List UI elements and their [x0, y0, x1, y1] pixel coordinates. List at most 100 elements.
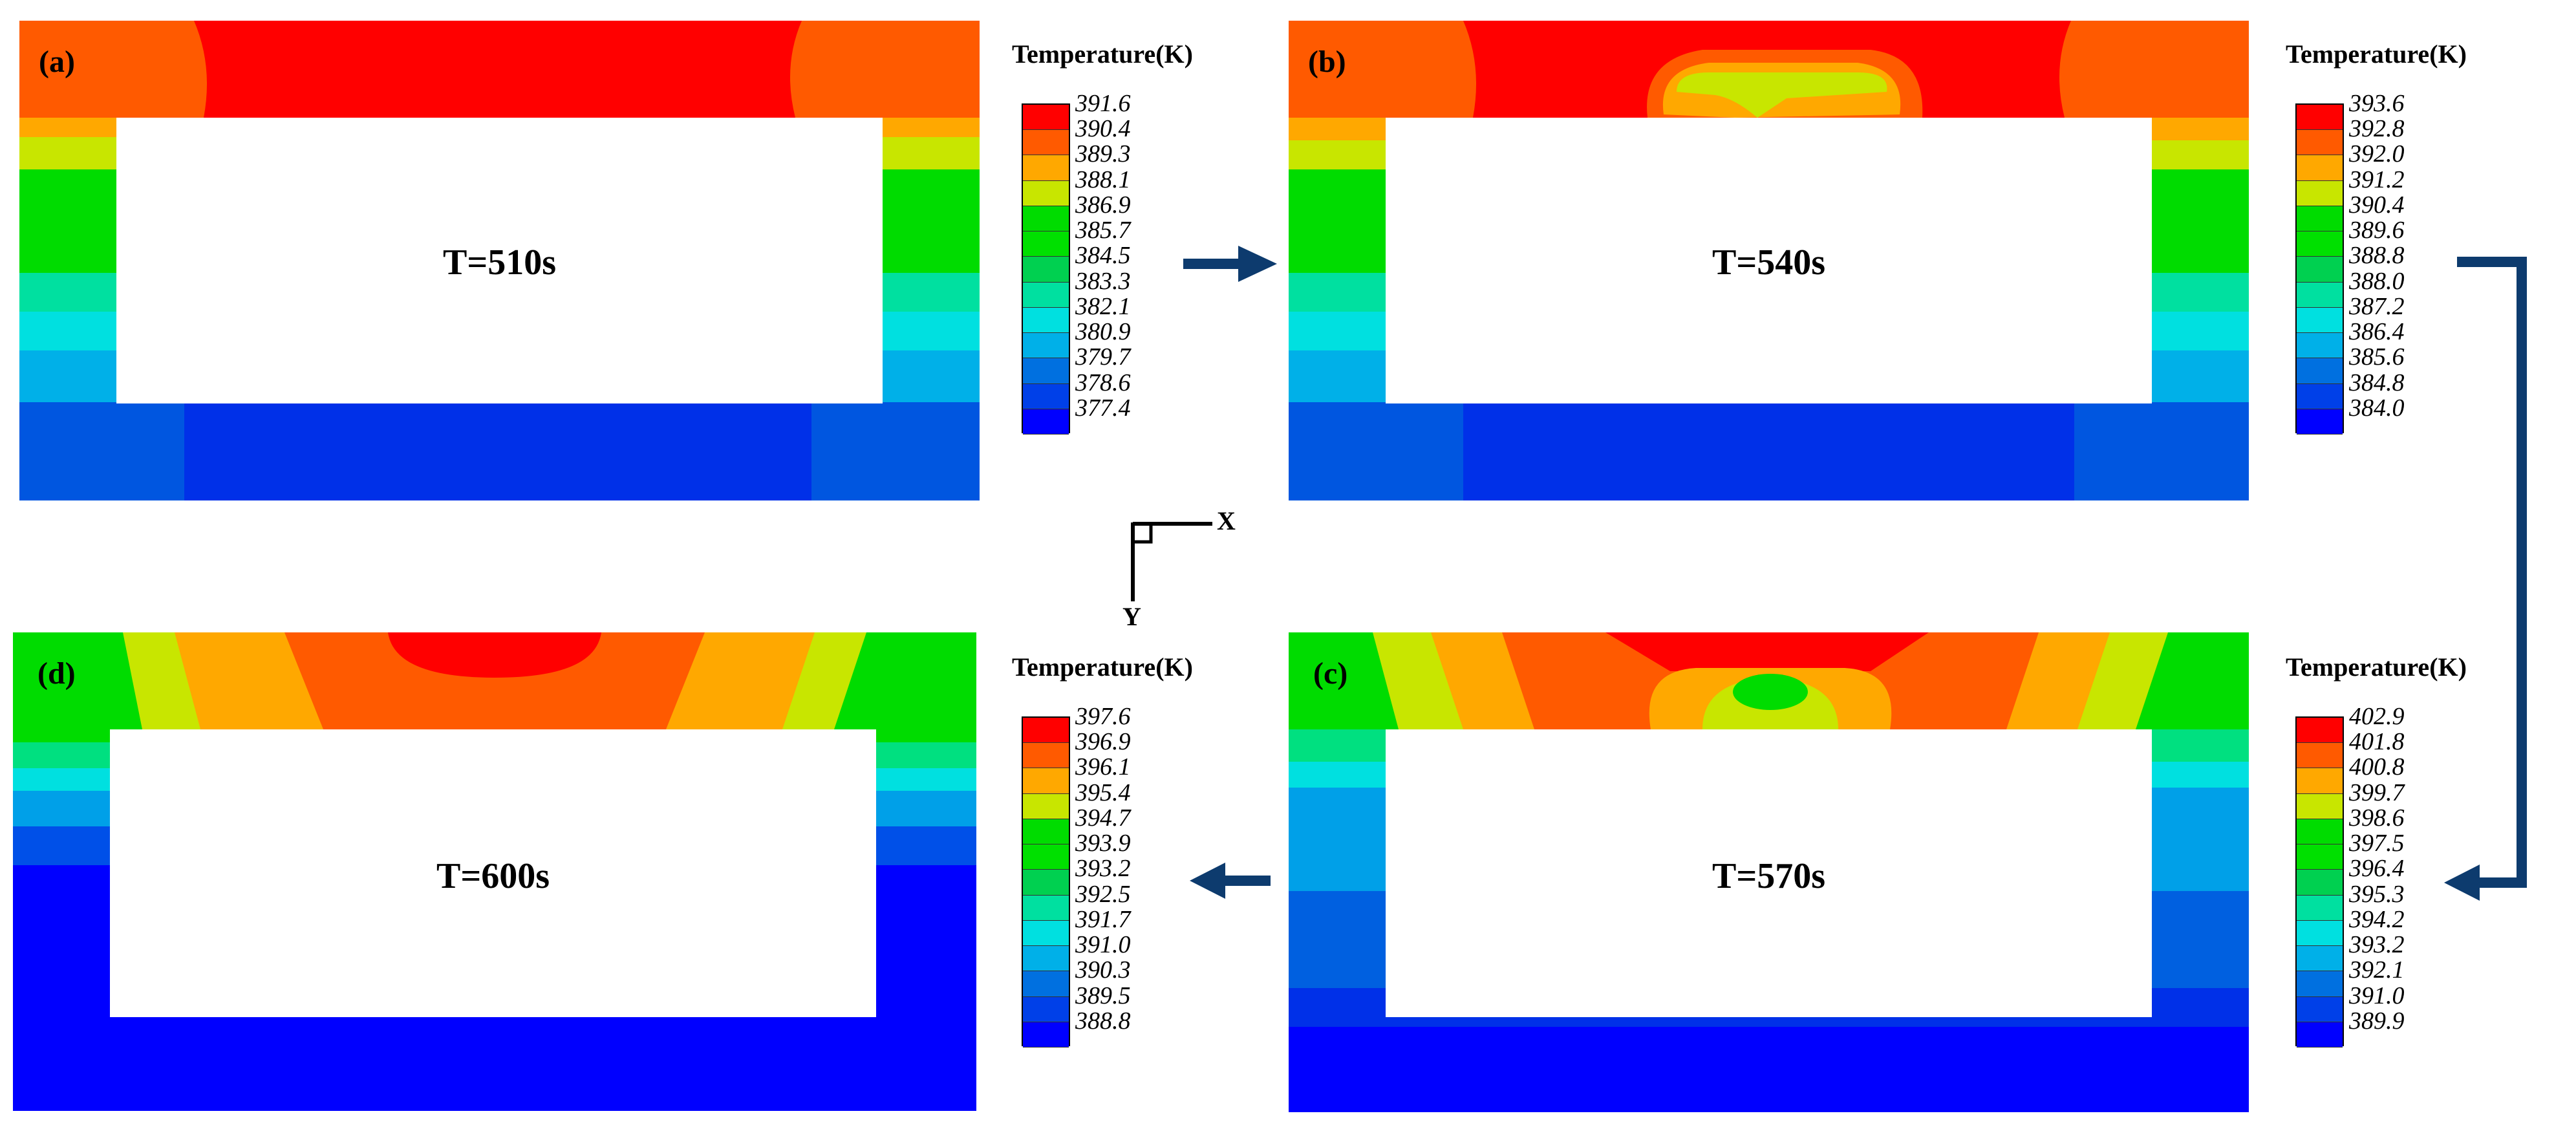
y-axis-label: Y	[1122, 602, 1141, 631]
legend-swatch	[2297, 307, 2343, 334]
legend-value: 388.1	[1075, 166, 1131, 193]
legend-value: 398.6	[2349, 804, 2405, 832]
legend-swatch	[2297, 358, 2343, 384]
legend-swatch	[1023, 819, 1069, 845]
legend-swatch	[2297, 206, 2343, 232]
legend-value: 397.6	[1075, 703, 1131, 730]
legend-title-a: Temperature(K)	[1012, 39, 1193, 69]
legend-value: 393.2	[2349, 931, 2405, 959]
contour-panel-d: (d) T=600s	[13, 632, 976, 1111]
legend-swatch	[2297, 257, 2343, 283]
legend-value: 392.1	[2349, 956, 2405, 984]
legend-swatch	[1023, 155, 1069, 181]
legend-swatch	[2297, 971, 2343, 997]
blank-region-b: T=540s	[1386, 118, 2152, 403]
time-label-a: T=510s	[442, 242, 557, 283]
legend-value: 386.4	[2349, 318, 2405, 346]
legend-value: 393.6	[2349, 90, 2405, 117]
legend-value: 389.3	[1075, 140, 1131, 168]
legend-swatch	[2297, 996, 2343, 1022]
legend-value: 391.6	[1075, 90, 1131, 117]
legend-swatch	[1023, 996, 1069, 1022]
legend-swatch	[2297, 130, 2343, 156]
legend-value: 394.7	[1075, 804, 1131, 832]
legend-value: 395.3	[2349, 880, 2405, 908]
legend-swatch	[2297, 333, 2343, 359]
legend-swatch	[1023, 130, 1069, 156]
legend-value: 389.6	[2349, 217, 2405, 244]
legend-value: 384.0	[2349, 394, 2405, 422]
legend-swatch	[2297, 946, 2343, 972]
legend-swatch	[1023, 793, 1069, 819]
legend-swatch	[1023, 333, 1069, 359]
legend-swatch	[2297, 743, 2343, 769]
legend-swatch	[2297, 231, 2343, 257]
legend-swatch	[1023, 946, 1069, 972]
legend-swatch	[1023, 895, 1069, 921]
legend-swatch	[1023, 743, 1069, 769]
legend-value: 384.8	[2349, 369, 2405, 396]
legend-swatch	[1023, 180, 1069, 206]
legend-swatch	[1023, 971, 1069, 997]
legend-swatch	[2297, 155, 2343, 181]
legend-swatch	[2297, 383, 2343, 409]
contour-panel-b: (b) T=540s	[1289, 21, 2249, 500]
legend-value: 393.2	[1075, 855, 1131, 883]
legend-swatch	[2297, 819, 2343, 845]
panel-letter-d: (d)	[38, 656, 76, 691]
legend-value: 393.9	[1075, 830, 1131, 857]
legend-swatch	[2297, 870, 2343, 896]
legend-value: 400.8	[2349, 753, 2405, 781]
legend-value: 380.9	[1075, 318, 1131, 346]
legend-value: 392.0	[2349, 140, 2405, 168]
legend-value: 397.5	[2349, 830, 2405, 857]
legend-swatch	[1023, 844, 1069, 870]
legend-swatch	[2297, 895, 2343, 921]
legend-swatch	[1023, 718, 1069, 744]
legend-b: Temperature(K) 393.6 392.8 392.0 391.2 390.4…	[2286, 39, 2512, 440]
legend-value: 388.0	[2349, 267, 2405, 295]
legend-value: 395.4	[1075, 779, 1131, 806]
legend-value: 396.1	[1075, 753, 1131, 781]
arrow-c-to-d	[1190, 863, 1271, 899]
legend-swatch	[1023, 231, 1069, 257]
legend-value: 390.3	[1075, 956, 1131, 984]
blank-region-d: T=600s	[110, 729, 876, 1017]
legend-swatch	[1023, 1022, 1069, 1048]
coordinate-axes	[1131, 522, 1212, 601]
time-label-b: T=540s	[1712, 242, 1826, 283]
blank-region-c: T=570s	[1386, 729, 2152, 1017]
legend-value: 385.6	[2349, 343, 2405, 371]
legend-swatch	[2297, 793, 2343, 819]
legend-value: 389.9	[2349, 1007, 2405, 1035]
legend-swatch	[2297, 718, 2343, 744]
legend-value: 390.4	[2349, 191, 2405, 219]
panel-letter-b: (b)	[1308, 45, 1346, 79]
legend-value: 384.5	[1075, 242, 1131, 270]
legend-swatch	[1023, 307, 1069, 334]
legend-swatch	[1023, 768, 1069, 794]
legend-value: 401.8	[2349, 728, 2405, 756]
legend-value: 387.2	[2349, 292, 2405, 320]
legend-colorbar-c	[2295, 716, 2344, 1048]
time-label-d: T=600s	[436, 856, 550, 896]
legend-colorbar-d	[1022, 716, 1070, 1048]
legend-title-c: Temperature(K)	[2286, 652, 2467, 682]
legend-value: 391.0	[2349, 982, 2405, 1009]
legend-swatch	[2297, 180, 2343, 206]
legend-value: 386.9	[1075, 191, 1131, 219]
legend-swatch	[1023, 383, 1069, 409]
panel-letter-a: (a)	[39, 45, 75, 79]
legend-swatch	[1023, 409, 1069, 435]
legend-swatch	[2297, 1022, 2343, 1048]
legend-swatch	[1023, 257, 1069, 283]
blank-region-a: T=510s	[116, 118, 883, 403]
panel-letter-c: (c)	[1313, 656, 1348, 691]
legend-value: 394.2	[2349, 905, 2405, 933]
contour-panel-a: (a) T=510s	[19, 21, 980, 500]
x-axis-label: X	[1217, 506, 1236, 535]
legend-swatch	[2297, 920, 2343, 947]
legend-value: 378.6	[1075, 369, 1131, 396]
legend-swatch	[1023, 870, 1069, 896]
